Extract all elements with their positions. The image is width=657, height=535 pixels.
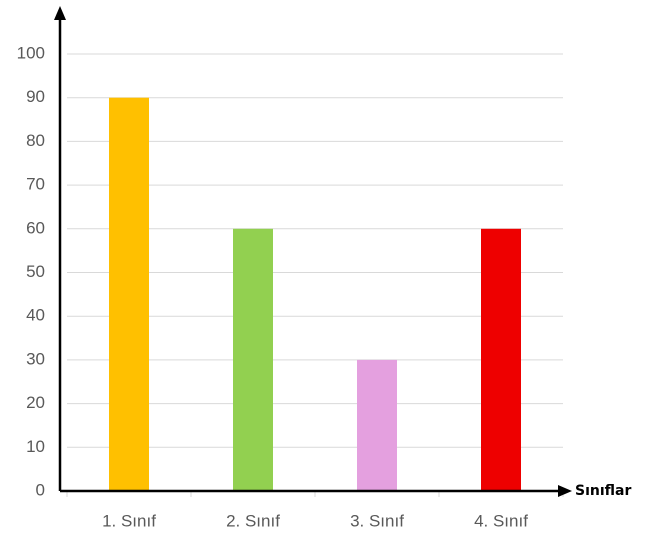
- bar: [481, 228, 521, 492]
- bar: [233, 228, 273, 492]
- y-tick-label: 60: [26, 218, 45, 237]
- bar: [109, 97, 149, 491]
- y-tick-label: 20: [26, 393, 45, 412]
- x-axis-arrow: [558, 485, 572, 497]
- y-tick-label: 70: [26, 175, 45, 194]
- x-tick-label: 4. Sınıf: [474, 511, 528, 530]
- y-tick-label: 90: [26, 87, 45, 106]
- x-axis-label: Sınıflar: [575, 483, 631, 499]
- y-tick-label: 40: [26, 306, 45, 325]
- x-tick-label: 1. Sınıf: [102, 511, 156, 530]
- x-tick-label: 2. Sınıf: [226, 511, 280, 530]
- y-tick-label: 100: [17, 43, 45, 62]
- x-tick-label: 3. Sınıf: [350, 511, 404, 530]
- y-tick-label: 30: [26, 349, 45, 368]
- y-tick-label: 50: [26, 262, 45, 281]
- y-axis-arrow: [54, 6, 66, 20]
- y-tick-label: 10: [26, 437, 45, 456]
- bar: [357, 359, 397, 491]
- grid: [66, 53, 564, 497]
- y-tick-label: 0: [36, 480, 45, 499]
- y-tick-label: 80: [26, 131, 45, 150]
- bars: [109, 97, 521, 492]
